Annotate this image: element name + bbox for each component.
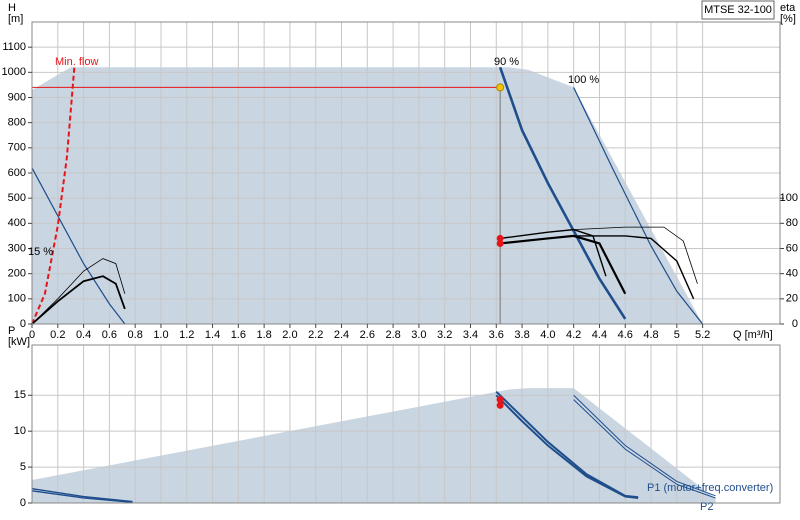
annotation: 90 % — [494, 56, 519, 68]
x-tick-label: 5.2 — [695, 329, 710, 341]
y-axis-label: [kW] — [8, 336, 30, 348]
curve — [31, 258, 126, 325]
y-tick-label: 200 — [8, 268, 26, 280]
y2-tick-label: 100 — [780, 192, 798, 204]
y2-tick-label: 40 — [786, 268, 798, 280]
operating-area — [32, 388, 716, 503]
x-tick-label: 3.2 — [437, 329, 452, 341]
x-tick-label: 2.6 — [360, 329, 375, 341]
duty-marker — [496, 401, 504, 409]
curve — [31, 275, 126, 325]
curve — [498, 66, 627, 320]
x-tick-label: 2.8 — [385, 329, 400, 341]
y2-axis-label: [%] — [780, 13, 796, 25]
y-axis-label: P — [8, 325, 15, 337]
curve — [500, 234, 627, 295]
y-tick-label: 0 — [20, 497, 26, 509]
x-tick-label: 3.8 — [514, 329, 529, 341]
x-tick-label: 5 — [674, 329, 680, 341]
plot-border — [31, 344, 781, 504]
x-tick-label: 1.4 — [205, 329, 220, 341]
annotation: P1 (motor+freq.converter) — [647, 482, 773, 494]
y-tick-label: 15 — [14, 389, 26, 401]
x-tick-label: 3.0 — [411, 329, 426, 341]
y-tick-label: 400 — [8, 217, 26, 229]
curve — [31, 167, 126, 325]
y-tick-label: 700 — [8, 142, 26, 154]
x-tick-label: 4.6 — [618, 329, 633, 341]
y-tick-label: 1000 — [2, 66, 26, 78]
curve — [573, 235, 695, 300]
y-axis-label: H — [8, 2, 16, 14]
title-box — [701, 0, 775, 20]
y-axis-label: [m] — [8, 13, 23, 25]
x-tick-label: 1.2 — [179, 329, 194, 341]
curve — [573, 399, 716, 499]
curve — [31, 487, 133, 503]
curve — [573, 226, 698, 284]
x-tick-label: 0.6 — [102, 329, 117, 341]
annotation: P2 — [700, 501, 713, 513]
x-tick-label: 3.4 — [463, 329, 478, 341]
x-tick-label: 3.6 — [489, 329, 504, 341]
duty-point — [496, 83, 505, 92]
y-tick-label: 300 — [8, 242, 26, 254]
y2-tick-label: 0 — [792, 318, 798, 330]
y-tick-label: 0 — [20, 318, 26, 330]
chart-title: MTSE 32-100 — [704, 4, 772, 16]
x-tick-label: 0 — [29, 329, 35, 341]
y2-tick-label: 80 — [786, 217, 798, 229]
curve — [573, 394, 716, 497]
y-tick-label: 1100 — [2, 41, 26, 53]
y2-tick-label: 20 — [786, 293, 798, 305]
y-tick-label: 100 — [8, 293, 26, 305]
x-tick-label: 0.8 — [128, 329, 143, 341]
annotation: 100 % — [568, 74, 599, 86]
y2-tick-label: 60 — [786, 242, 798, 254]
curve — [31, 490, 133, 503]
curve — [573, 87, 704, 325]
x-tick-label: 1.8 — [256, 329, 271, 341]
y-tick-label: 600 — [8, 167, 26, 179]
x-tick-label: 4.8 — [643, 329, 658, 341]
y-tick-label: 500 — [8, 192, 26, 204]
curve — [495, 394, 639, 499]
annotation: 15 % — [28, 246, 53, 258]
y2-axis-label: eta — [780, 2, 796, 14]
y-tick-label: 5 — [20, 461, 26, 473]
duty-marker — [496, 396, 504, 404]
y-tick-label: 10 — [14, 425, 26, 437]
annotation: Min. flow — [55, 56, 98, 68]
y-tick-label: 900 — [8, 91, 26, 103]
duty-marker — [496, 239, 504, 247]
x-tick-label: 2.0 — [282, 329, 297, 341]
y-tick-label: 800 — [8, 117, 26, 129]
duty-marker — [496, 234, 504, 242]
x-tick-label: 2.4 — [334, 329, 349, 341]
x-tick-label: 1.0 — [153, 329, 168, 341]
x-tick-label: 0.2 — [50, 329, 65, 341]
curve — [31, 64, 76, 325]
x-tick-label: 0.4 — [76, 329, 91, 341]
x-tick-label: 2.2 — [308, 329, 323, 341]
curve — [500, 228, 607, 277]
x-tick-label: 4.2 — [566, 329, 581, 341]
x-axis-label: Q [m³/h] — [733, 329, 773, 341]
x-tick-label: 4.4 — [592, 329, 607, 341]
x-tick-label: 1.6 — [231, 329, 246, 341]
x-tick-label: 4.0 — [540, 329, 555, 341]
